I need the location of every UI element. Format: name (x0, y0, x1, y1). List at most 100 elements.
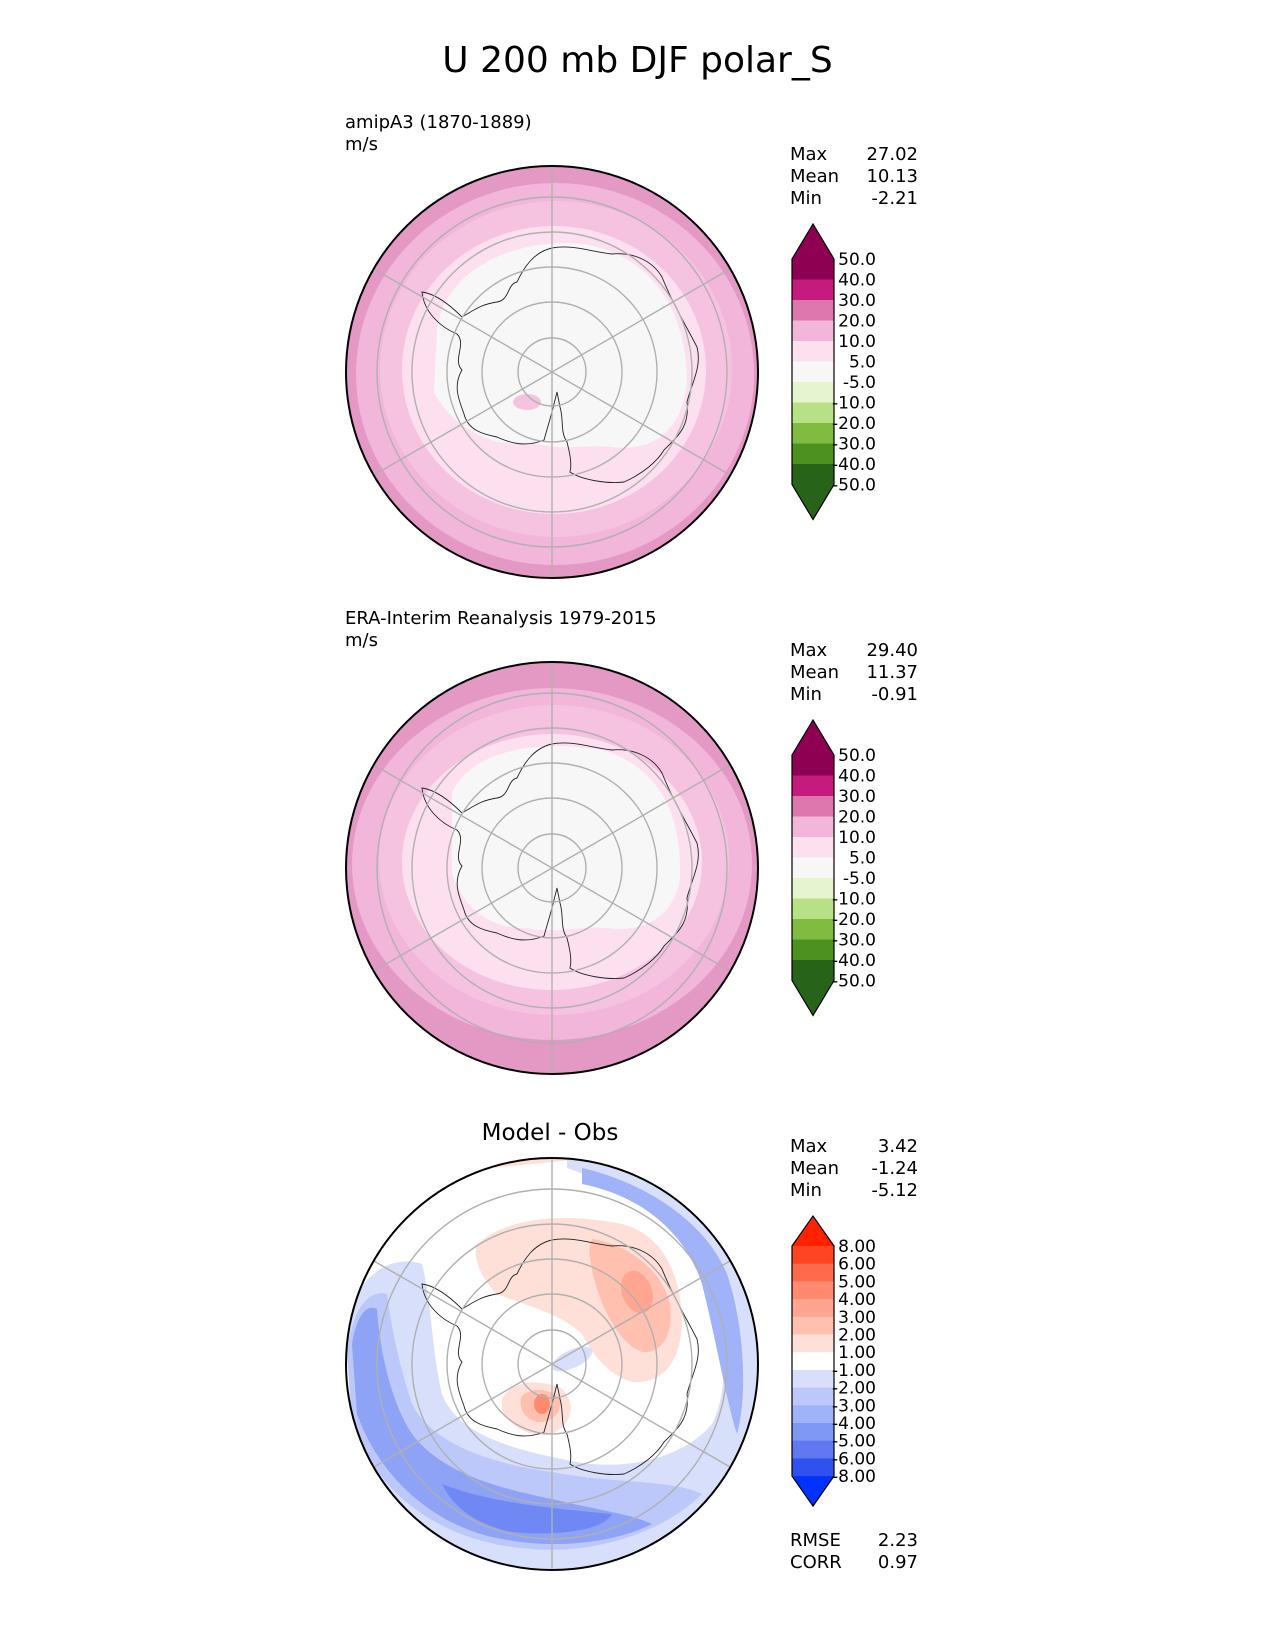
panel1-colorbar-segment (792, 402, 834, 424)
panel1-colorbar-extend-under (792, 484, 834, 520)
panel1-band-neg5-5 (434, 243, 687, 448)
panel3-colorbar-segment (792, 1334, 834, 1353)
panel2-colorbar-tick-label: -50.0 (832, 972, 876, 992)
panel1-colorbar-tick-label: -50.0 (832, 476, 876, 496)
panel3-colorbar-outline (791, 1214, 835, 1508)
panel3-colorbar-segment (792, 1405, 834, 1424)
panel2-colorbar-segment (792, 919, 834, 940)
panel3-graticule (373, 1158, 731, 1570)
panel2-colorbar-tick-label: 10.0 (838, 828, 876, 848)
panel2-colorbar-extend-under (792, 980, 834, 1016)
panel2-colorbar-tick-label: -5.0 (843, 869, 876, 889)
panel3-colorbar-tick-label: -8.00 (832, 1467, 876, 1487)
panel3-overlay (345, 1157, 759, 1571)
panel2-colorbar-outline (791, 718, 835, 1017)
panel3-colorbar-segment (792, 1299, 834, 1318)
panel2-stat-mean: Mean 11.37 (790, 662, 918, 683)
panel1-colorbar-segment (792, 464, 834, 485)
panel3-band-3-4 (621, 1270, 653, 1314)
panel3-stat-mean: Mean -1.24 (790, 1158, 918, 1179)
panel1-stat-mean: Mean 10.13 (790, 166, 918, 187)
panel1-jet-spot (513, 394, 541, 410)
panel1-colorbar-segment (792, 300, 834, 321)
panel1-title-text: amipA3 (1870-1889) (345, 112, 532, 133)
panel2-colorbar: 50.040.030.020.010.05.0-5.0-10.0-20.0-30… (791, 718, 876, 1017)
panel1-colorbar-tick-label: -30.0 (832, 435, 876, 455)
corr-row: CORR 0.97 (790, 1552, 918, 1573)
panel2-stat-max: Max 29.40 (790, 640, 918, 661)
panel1-colorbar-segment (792, 423, 834, 444)
panel1-overlay (345, 165, 759, 579)
panel3-colorbar-segment (792, 1281, 834, 1300)
panel3-metrics: RMSE 2.23 CORR 0.97 (790, 1530, 918, 1574)
panel1-colorbar-segment (792, 361, 834, 383)
panel1-colorbar-segment (792, 382, 834, 403)
panel2-colorbar-tick-label: 20.0 (838, 808, 876, 828)
panel3-colorbar-tick-label: 3.00 (838, 1308, 876, 1328)
panel2-stat-min: Min -0.91 (790, 684, 918, 705)
panel2-title: ERA-Interim Reanalysis 1979-2015 m/s (345, 608, 657, 652)
panel3-colorbar-tick-label: -5.00 (832, 1432, 876, 1452)
panel2-boundary (345, 661, 759, 1075)
panel3-colorbar-segment (792, 1369, 834, 1389)
panel2-colorbar-segment (792, 898, 834, 920)
panel1-colorbar-tick-label: -40.0 (832, 455, 876, 475)
panel2-colorbar-tick-label: 30.0 (838, 787, 876, 807)
panel3-stats: Max 3.42 Mean -1.24 Min -5.12 (790, 1136, 918, 1202)
panel2-colorbar-tick-label: -10.0 (832, 890, 876, 910)
panel1-colorbar-segment (792, 279, 834, 301)
panel3-colorbar-tick-label: -1.00 (832, 1361, 876, 1381)
panel3-boundary (345, 1157, 759, 1571)
panel3-title: Model - Obs (481, 1120, 619, 1146)
panel1-colorbar-segment (792, 443, 834, 465)
panel3-colorbar: 8.006.005.004.003.002.001.00-1.00-2.00-3… (791, 1214, 876, 1508)
panel3-band-neg4-neg5 (442, 1484, 612, 1534)
panel3-colorbar-segment (792, 1263, 834, 1282)
panel3-colorbar-segment (792, 1352, 834, 1371)
rmse-row: RMSE 2.23 (790, 1530, 918, 1551)
panel3-colorbar-tick-label: -6.00 (832, 1449, 876, 1469)
panel1-colorbar-segment (792, 320, 834, 342)
panel1-stat-min: Min -2.21 (790, 188, 918, 209)
panel3-colorbar-tick-label: 2.00 (838, 1326, 876, 1346)
panel3-colorbar-tick-label: -3.00 (832, 1396, 876, 1416)
panel3-colorbar-tick-label: 8.00 (838, 1237, 876, 1257)
panel3-band-neg3-neg4 (352, 1307, 652, 1544)
panel2-colorbar-tick-label: -20.0 (832, 910, 876, 930)
panel3-colorbar-extend-over (792, 1216, 834, 1246)
panel3-colorbar-tick-label: 1.00 (838, 1343, 876, 1363)
panel2-units: m/s (345, 630, 378, 651)
panel1-colorbar-tick-label: 20.0 (838, 312, 876, 332)
panel2-colorbar-extend-over (792, 720, 834, 755)
panel2-overlay (345, 661, 759, 1075)
panel2-colorbar-segment (792, 796, 834, 817)
panel3-colorbar-segment (792, 1246, 834, 1265)
panel3-colorbar-tick-label: 4.00 (838, 1290, 876, 1310)
panel2-colorbar-segment (792, 857, 834, 879)
panel2-graticule (373, 662, 731, 1074)
panel2-band-neg5-5 (452, 746, 681, 931)
panel1-colorbar-tick-label: -20.0 (832, 414, 876, 434)
panel1-units: m/s (345, 134, 378, 155)
panel3-colorbar-extend-under (792, 1476, 834, 1507)
panel1-stat-max: Max 27.02 (790, 144, 918, 165)
panel2-stats: Max 29.40 Mean 11.37 Min -0.91 (790, 640, 918, 706)
panel2-colorbar-tick-label: -40.0 (832, 951, 876, 971)
panel2-colorbar-tick-label: 5.0 (849, 849, 876, 869)
panel2-title-text: ERA-Interim Reanalysis 1979-2015 (345, 608, 657, 629)
panel1-colorbar-segment (792, 259, 834, 280)
panel1-stats: Max 27.02 Mean 10.13 Min -2.21 (790, 144, 918, 210)
panel1-colorbar-tick-label: 50.0 (838, 250, 876, 270)
panel3-colorbar-segment (792, 1316, 834, 1335)
panel2-colorbar-segment (792, 837, 834, 858)
panel1-graticule (373, 166, 731, 578)
panel2-colorbar-segment (792, 878, 834, 899)
panel3-colorbar-tick-label: 5.00 (838, 1272, 876, 1292)
panel3-colorbar-tick-label: 6.00 (838, 1255, 876, 1275)
panel2-colorbar-tick-label: 50.0 (838, 746, 876, 766)
panel1-colorbar: 50.040.030.020.010.05.0-5.0-10.0-20.0-30… (791, 222, 876, 521)
panel2-colorbar-segment (792, 775, 834, 797)
panel1-title: amipA3 (1870-1889) m/s (345, 112, 532, 156)
panel1-colorbar-segment (792, 341, 834, 362)
panel2-colorbar-tick-label: -30.0 (832, 931, 876, 951)
